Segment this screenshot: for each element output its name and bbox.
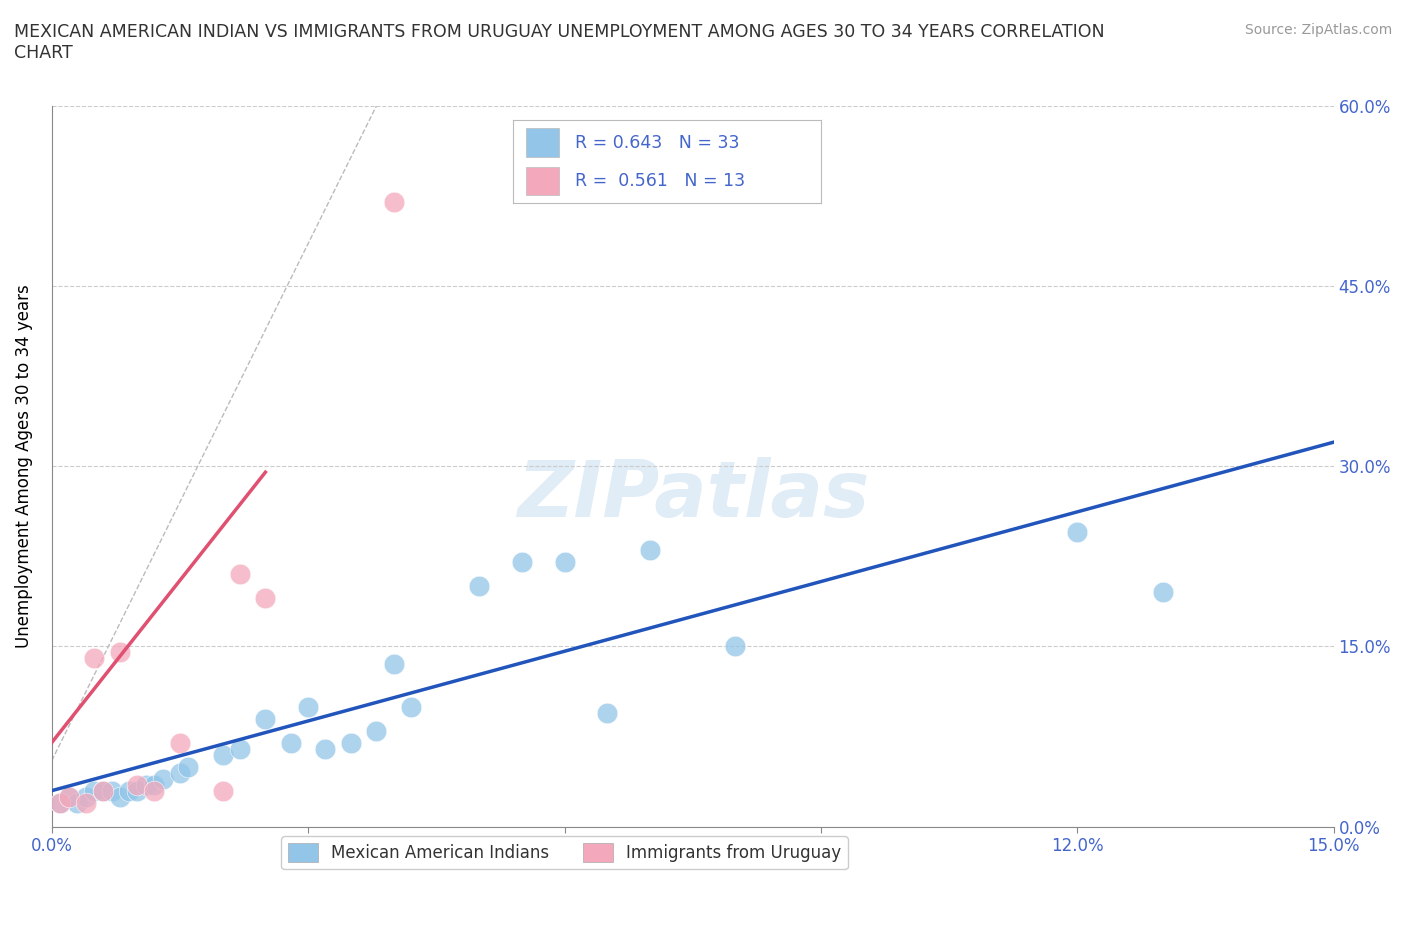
Legend: Mexican American Indians, Immigrants from Uruguay: Mexican American Indians, Immigrants fro… [281,836,848,869]
Point [49,795,72,810]
Point [229,567,252,582]
Point [91,783,114,798]
Point [75,795,97,810]
Point [596,705,619,720]
Point [108,790,131,804]
Point [280,735,302,750]
Point [169,765,191,780]
Point [254,591,277,605]
Point [58,790,80,804]
Point [314,741,336,756]
Point [49,795,72,810]
Point [340,735,363,750]
Point [254,711,277,726]
Point [143,777,166,792]
Point [127,783,149,798]
Point [1066,525,1088,539]
Text: ZIPatlas: ZIPatlas [516,457,869,533]
Point [297,699,319,714]
Point [1152,585,1174,600]
Point [382,194,405,209]
Point [83,651,105,666]
Point [58,790,80,804]
Point [510,555,533,570]
Point [127,777,149,792]
Point [553,555,575,570]
Point [75,790,97,804]
Point [169,735,191,750]
Point [382,657,405,671]
Point [468,579,491,594]
Point [229,741,252,756]
Point [724,639,747,654]
Point [638,543,661,558]
Point [399,699,422,714]
Point [83,783,105,798]
Point [91,783,114,798]
Point [66,795,89,810]
Point [152,771,174,786]
Point [100,783,122,798]
Point [177,759,200,774]
Text: MEXICAN AMERICAN INDIAN VS IMMIGRANTS FROM URUGUAY UNEMPLOYMENT AMONG AGES 30 TO: MEXICAN AMERICAN INDIAN VS IMMIGRANTS FR… [14,23,1105,62]
Point [366,724,388,738]
Point [135,777,157,792]
Point [211,783,233,798]
Point [108,645,131,660]
Y-axis label: Unemployment Among Ages 30 to 34 years: Unemployment Among Ages 30 to 34 years [15,285,32,648]
Point [118,783,141,798]
Point [143,783,166,798]
Text: Source: ZipAtlas.com: Source: ZipAtlas.com [1244,23,1392,37]
Point [211,747,233,762]
